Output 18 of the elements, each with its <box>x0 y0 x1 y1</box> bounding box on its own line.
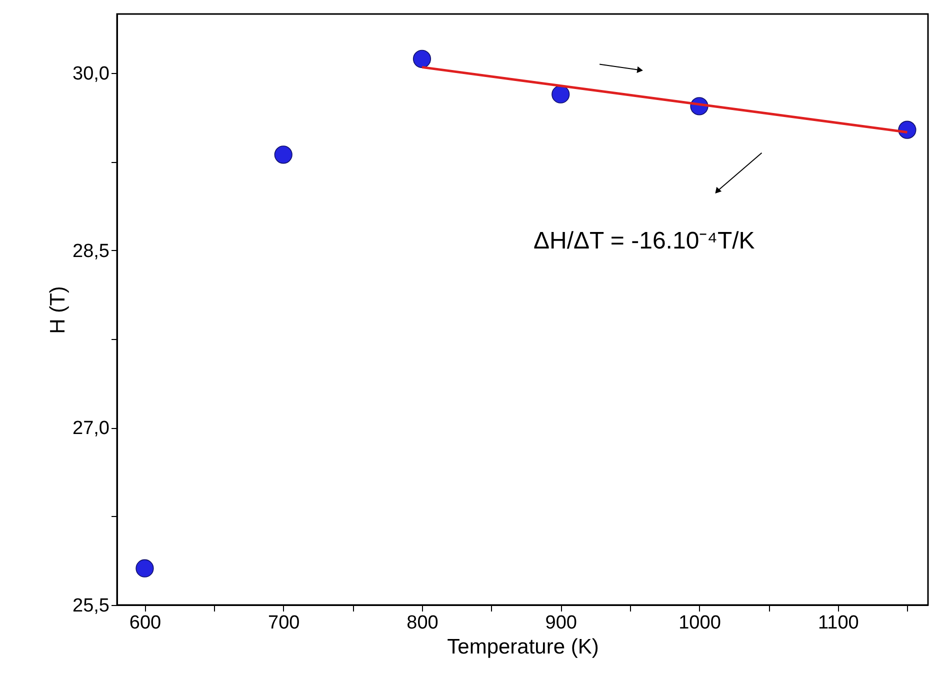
x-tick-label: 1000 <box>678 612 721 634</box>
y-tick-label: 25,5 <box>72 596 110 616</box>
point <box>898 120 916 139</box>
annotation: ΔH/ΔT = -16.10⁻⁴T/K <box>533 228 755 255</box>
y-axis-title: H (T) <box>46 286 70 334</box>
x-tick-label: 900 <box>545 612 577 634</box>
x-tick-label: 600 <box>129 612 162 634</box>
point <box>552 85 570 104</box>
y-tick-label: 28,5 <box>72 240 110 262</box>
point <box>136 559 154 578</box>
x-tick-label: 1100 <box>818 612 859 634</box>
point <box>412 50 432 68</box>
x-tick-label: 800 <box>406 612 438 634</box>
y-tick-label: 30,0 <box>72 64 110 85</box>
x-axis-title: Temperature (K) <box>447 636 599 658</box>
x-tick-label: 700 <box>268 612 300 634</box>
y-tick-label: 27,0 <box>72 418 110 440</box>
point <box>274 146 292 164</box>
